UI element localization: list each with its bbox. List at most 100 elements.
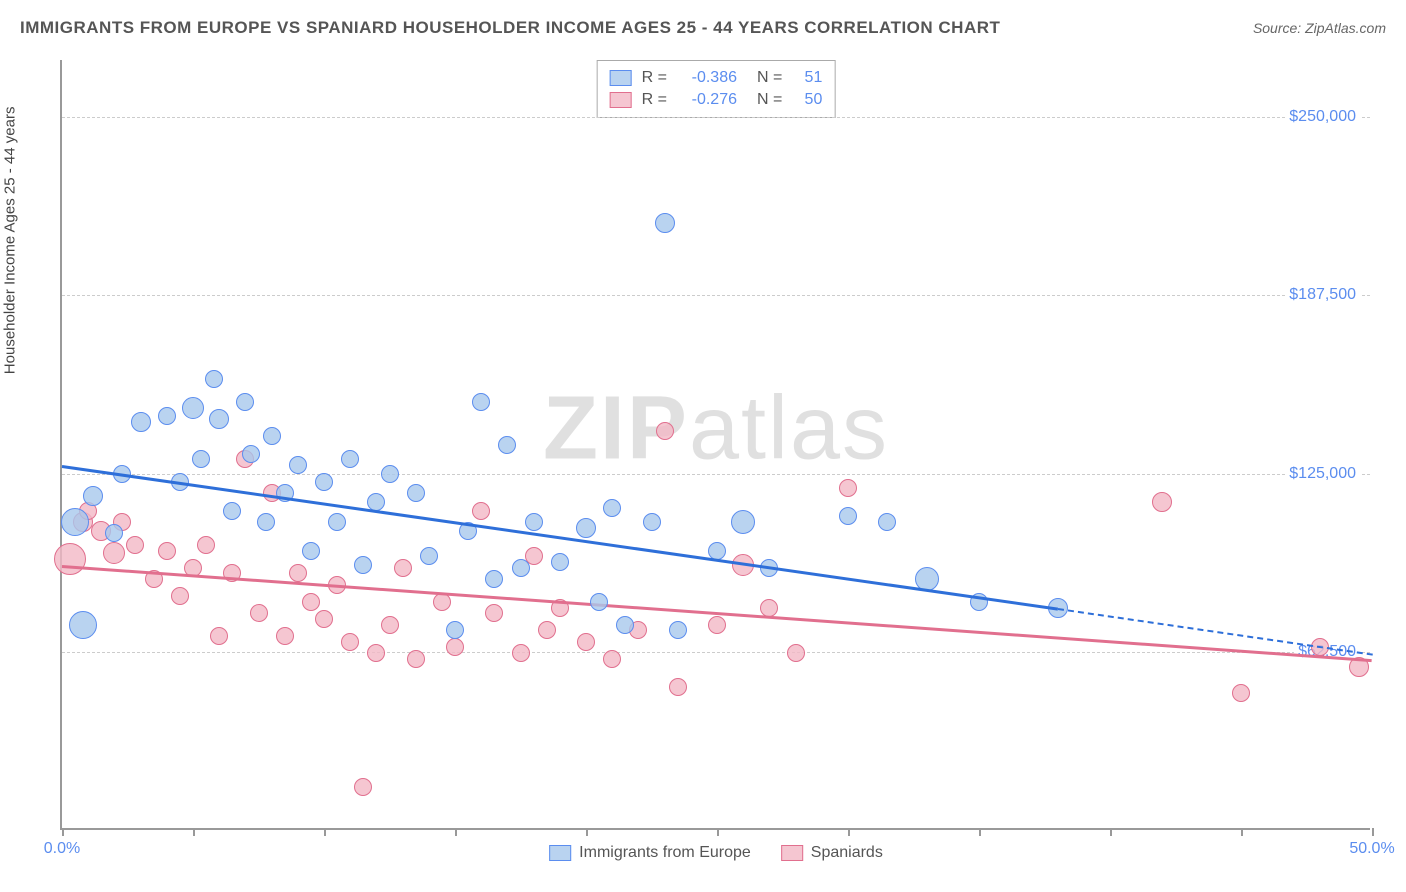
scatter-point — [381, 616, 399, 634]
scatter-point — [250, 604, 268, 622]
x-tick — [848, 828, 850, 836]
gridline-h — [62, 295, 1370, 296]
x-tick — [979, 828, 981, 836]
scatter-point — [257, 513, 275, 531]
scatter-point — [485, 570, 503, 588]
scatter-point — [341, 450, 359, 468]
scatter-point — [616, 616, 634, 634]
correlation-stat-box: R =-0.386N =51R =-0.276N =50 — [597, 60, 836, 118]
scatter-point — [210, 627, 228, 645]
scatter-point — [158, 407, 176, 425]
scatter-point — [472, 393, 490, 411]
x-tick — [717, 828, 719, 836]
scatter-point — [126, 536, 144, 554]
swatch-icon — [610, 70, 632, 86]
legend-label: Spaniards — [811, 844, 883, 862]
scatter-point — [590, 593, 608, 611]
scatter-point — [446, 621, 464, 639]
scatter-point — [708, 616, 726, 634]
scatter-point — [276, 627, 294, 645]
legend-item: Spaniards — [781, 844, 883, 862]
scatter-point — [302, 593, 320, 611]
stat-r-label: R = — [642, 69, 667, 87]
scatter-point — [354, 556, 372, 574]
scatter-point — [420, 547, 438, 565]
legend: Immigrants from Europe Spaniards — [549, 844, 883, 862]
stat-row: R =-0.386N =51 — [610, 67, 823, 89]
scatter-point — [354, 778, 372, 796]
x-tick — [1110, 828, 1112, 836]
scatter-point — [485, 604, 503, 622]
scatter-point — [643, 513, 661, 531]
scatter-point — [103, 542, 125, 564]
scatter-point — [289, 456, 307, 474]
scatter-point — [171, 587, 189, 605]
x-tick — [62, 828, 64, 836]
y-axis-label: Householder Income Ages 25 - 44 years — [2, 107, 19, 375]
scatter-point — [839, 507, 857, 525]
scatter-point — [656, 422, 674, 440]
stat-r-label: R = — [642, 91, 667, 109]
scatter-point — [669, 621, 687, 639]
x-tick — [1372, 828, 1374, 836]
y-tick-label: $125,000 — [1285, 465, 1360, 483]
scatter-point — [158, 542, 176, 560]
scatter-point — [708, 542, 726, 560]
scatter-point — [603, 650, 621, 668]
scatter-point — [1232, 684, 1250, 702]
scatter-point — [105, 524, 123, 542]
scatter-point — [603, 499, 621, 517]
legend-item: Immigrants from Europe — [549, 844, 751, 862]
stat-n-label: N = — [757, 69, 782, 87]
scatter-point — [328, 513, 346, 531]
scatter-point — [498, 436, 516, 454]
scatter-point — [472, 502, 490, 520]
stat-row: R = -0.276 N = 50 — [610, 89, 823, 111]
stat-r-value: -0.386 — [677, 69, 737, 87]
scatter-point — [731, 510, 755, 534]
scatter-point — [192, 450, 210, 468]
scatter-point — [61, 508, 89, 536]
scatter-point — [131, 412, 151, 432]
scatter-point — [407, 484, 425, 502]
scatter-point — [407, 650, 425, 668]
scatter-point — [263, 427, 281, 445]
x-tick-label: 0.0% — [44, 840, 80, 858]
scatter-point — [83, 486, 103, 506]
chart-title: IMMIGRANTS FROM EUROPE VS SPANIARD HOUSE… — [20, 18, 1000, 38]
scatter-point — [538, 621, 556, 639]
scatter-point — [525, 513, 543, 531]
x-tick — [193, 828, 195, 836]
stat-r-value: -0.276 — [677, 91, 737, 109]
scatter-point — [302, 542, 320, 560]
scatter-point — [787, 644, 805, 662]
scatter-point — [576, 518, 596, 538]
x-tick — [324, 828, 326, 836]
stat-n-value: 50 — [792, 91, 822, 109]
scatter-point — [1152, 492, 1172, 512]
scatter-point — [655, 213, 675, 233]
gridline-h — [62, 117, 1370, 118]
scatter-point — [69, 611, 97, 639]
x-tick — [586, 828, 588, 836]
scatter-point — [760, 599, 778, 617]
stat-n-label: N = — [757, 91, 782, 109]
scatter-point — [315, 610, 333, 628]
scatter-point — [512, 559, 530, 577]
gridline-h — [62, 474, 1370, 475]
swatch-icon — [781, 845, 803, 861]
scatter-point — [394, 559, 412, 577]
scatter-point — [341, 633, 359, 651]
scatter-point — [381, 465, 399, 483]
y-tick-label: $250,000 — [1285, 108, 1360, 126]
scatter-point — [242, 445, 260, 463]
scatter-point — [839, 479, 857, 497]
scatter-point — [205, 370, 223, 388]
scatter-point — [551, 553, 569, 571]
scatter-point — [446, 638, 464, 656]
x-tick-label: 50.0% — [1349, 840, 1394, 858]
scatter-point — [209, 409, 229, 429]
gridline-h — [62, 652, 1370, 653]
plot-area: ZIPatlas R =-0.386N =51R =-0.276N =50 Im… — [60, 60, 1370, 830]
swatch-icon — [610, 92, 632, 108]
